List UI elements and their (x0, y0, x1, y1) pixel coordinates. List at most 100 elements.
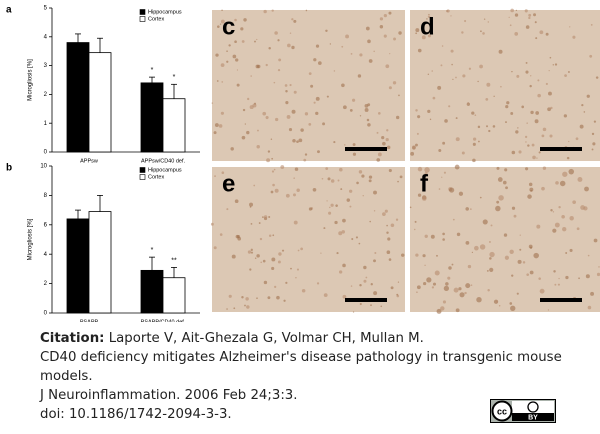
stain-dot (241, 296, 244, 299)
stain-dot (210, 222, 214, 226)
stain-dot (259, 237, 263, 241)
stain-dot (247, 97, 250, 101)
stain-dot (325, 29, 328, 33)
stain-dot (368, 175, 373, 179)
stain-dot (554, 283, 557, 286)
stain-dot (471, 251, 474, 254)
stain-dot (576, 227, 580, 231)
stain-dot (495, 300, 499, 303)
stain-dot (250, 223, 253, 225)
stain-dot (493, 95, 495, 98)
stain-dot (462, 74, 466, 78)
panel-label: d (420, 13, 435, 40)
stain-dot (312, 187, 317, 192)
stain-dot (341, 83, 345, 88)
stain-dot (305, 9, 308, 12)
stain-dot (255, 64, 260, 69)
stain-dot (482, 219, 488, 225)
stain-dot (441, 45, 444, 47)
citation-journal: J Neuroinflammation. 2006 Feb 24;3:3. (40, 388, 298, 403)
stain-dot (513, 214, 517, 218)
stain-dot (448, 105, 451, 108)
legend-label: Cortex (148, 174, 164, 180)
stain-dot (296, 140, 299, 144)
stain-dot (528, 13, 532, 17)
stain-dot (266, 158, 271, 163)
stain-dot (537, 79, 540, 82)
panel-label: b (6, 163, 12, 174)
stain-dot (293, 220, 298, 225)
cc-text: cc (497, 406, 507, 416)
stain-dot (316, 282, 320, 285)
stain-dot (415, 28, 420, 33)
stain-dot (515, 9, 518, 11)
stain-dot (213, 246, 217, 250)
stain-dot (211, 102, 214, 104)
stain-dot (350, 285, 353, 287)
stain-dot (240, 27, 244, 31)
stain-dot (530, 110, 534, 115)
stain-dot (285, 101, 289, 105)
stain-dot (242, 108, 246, 112)
stain-dot (524, 135, 528, 139)
stain-dot (547, 309, 550, 311)
stain-dot (349, 189, 353, 193)
stain-dot (253, 184, 256, 187)
stain-dot (256, 297, 258, 300)
stain-dot (374, 252, 377, 255)
stain-dot (395, 115, 400, 120)
stain-dot (338, 231, 343, 236)
stain-dot (285, 193, 290, 198)
stain-dot (363, 265, 367, 270)
stain-dot (550, 106, 553, 110)
scale-bar (345, 298, 387, 302)
stain-dot (392, 81, 397, 85)
stain-dot (441, 176, 443, 178)
stain-dot (265, 115, 269, 120)
stain-dot (342, 105, 347, 110)
stain-dot (440, 306, 445, 311)
stain-dot (579, 124, 584, 129)
stain-dot (416, 291, 418, 294)
stain-dot (383, 13, 387, 18)
scale-bar (345, 147, 387, 151)
citation-line: Citation: Laporte V, Ait-Ghezala G, Volm… (40, 329, 580, 348)
stain-dot (432, 282, 437, 286)
stain-dot (509, 24, 512, 27)
stain-dot (421, 35, 426, 40)
stain-dot (293, 19, 297, 23)
y-tick-label: 0 (44, 150, 48, 156)
stain-dot (539, 288, 545, 294)
stain-dot (386, 231, 389, 234)
y-tick-label: 8 (44, 193, 48, 199)
stain-dot (365, 26, 370, 31)
stain-dot (232, 22, 234, 24)
stain-dot (297, 249, 300, 252)
stain-dot (521, 105, 525, 109)
stain-dot (542, 166, 547, 170)
stain-dot (536, 157, 538, 159)
stain-dot (277, 68, 281, 72)
stain-dot (216, 80, 219, 82)
stain-dot (214, 123, 219, 128)
stain-dot (217, 25, 220, 28)
stain-dot (219, 23, 222, 25)
stain-dot (486, 82, 491, 87)
stain-dot (489, 267, 494, 272)
stain-dot (359, 303, 362, 306)
stain-dot (448, 266, 452, 270)
stain-dot (342, 218, 346, 223)
stain-dot (383, 34, 387, 38)
stain-dot (271, 170, 275, 173)
stain-dot (591, 132, 595, 136)
stain-dot (470, 284, 473, 287)
stain-dot (283, 299, 286, 302)
stain-dot (326, 200, 328, 202)
micrograph (212, 10, 405, 161)
stain-dot (289, 83, 292, 87)
y-axis-label: Microgliosis [%] (28, 59, 34, 101)
stain-dot (453, 287, 459, 293)
stain-dot (315, 96, 320, 101)
stain-dot (397, 281, 400, 283)
stain-dot (598, 266, 600, 268)
